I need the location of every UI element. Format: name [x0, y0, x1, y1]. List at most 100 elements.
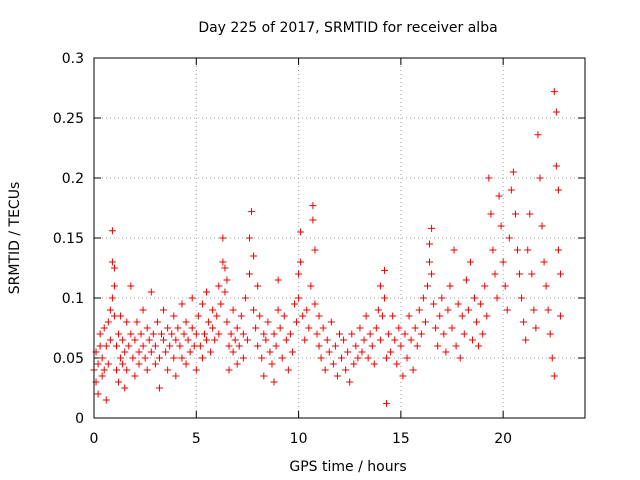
data-point — [262, 336, 270, 344]
data-point — [556, 270, 564, 278]
data-point — [432, 324, 440, 332]
data-point — [403, 354, 411, 362]
data-point — [131, 336, 139, 344]
data-point — [282, 336, 290, 344]
data-point — [530, 306, 538, 314]
data-point — [325, 348, 333, 356]
data-point — [340, 336, 348, 344]
x-tick-label: 20 — [494, 431, 512, 447]
y-tick-label: 0.1 — [62, 291, 84, 307]
data-point — [245, 270, 253, 278]
data-point — [280, 312, 288, 320]
data-point — [505, 234, 513, 242]
data-point — [135, 348, 143, 356]
data-point — [534, 131, 542, 139]
data-point — [188, 324, 196, 332]
data-point — [440, 330, 448, 338]
data-point — [444, 306, 452, 314]
data-point — [117, 354, 125, 362]
data-point — [127, 330, 135, 338]
data-point — [446, 282, 454, 290]
data-point — [389, 312, 397, 320]
data-point — [399, 372, 407, 380]
data-point — [454, 300, 462, 308]
data-point — [329, 360, 337, 368]
data-point — [221, 264, 229, 272]
data-point — [315, 312, 323, 320]
data-point — [172, 372, 180, 380]
data-point — [194, 312, 202, 320]
data-point — [151, 360, 159, 368]
data-point — [475, 342, 483, 350]
data-point — [243, 336, 251, 344]
data-points — [90, 88, 564, 408]
data-point — [372, 324, 380, 332]
data-point — [196, 342, 204, 350]
y-tick-label: 0.15 — [53, 231, 84, 247]
data-point — [170, 312, 178, 320]
data-point — [489, 246, 497, 254]
data-point — [182, 318, 190, 326]
chart-title: Day 225 of 2017, SRMTID for receiver alb… — [198, 20, 497, 36]
data-point — [221, 288, 229, 296]
data-point — [452, 342, 460, 350]
data-point — [397, 342, 405, 350]
data-point — [98, 372, 106, 380]
data-point — [248, 208, 256, 216]
data-point — [366, 330, 374, 338]
data-point — [141, 354, 149, 362]
data-point — [108, 294, 116, 302]
data-point — [104, 318, 112, 326]
data-point — [223, 318, 231, 326]
data-point — [311, 246, 319, 254]
data-point — [188, 294, 196, 302]
data-point — [94, 360, 102, 368]
data-point — [317, 354, 325, 362]
data-point — [556, 312, 564, 320]
y-axis-label: SRMTID / TECUs — [7, 182, 23, 295]
data-point — [158, 330, 166, 338]
data-point — [518, 294, 526, 302]
data-point — [293, 318, 301, 326]
data-point — [139, 306, 147, 314]
data-point — [155, 384, 163, 392]
data-point — [295, 294, 303, 302]
data-point — [381, 294, 389, 302]
data-point — [411, 324, 419, 332]
data-point — [211, 336, 219, 344]
data-point — [203, 336, 211, 344]
data-point — [145, 336, 153, 344]
data-point — [376, 336, 384, 344]
data-point — [106, 336, 114, 344]
data-point — [288, 348, 296, 356]
data-point — [497, 222, 505, 230]
data-point — [364, 354, 372, 362]
data-point — [450, 246, 458, 254]
data-point — [176, 342, 184, 350]
data-point — [464, 306, 472, 314]
data-point — [119, 336, 127, 344]
data-point — [430, 300, 438, 308]
data-point — [319, 324, 327, 332]
data-point — [256, 312, 264, 320]
data-point — [301, 336, 309, 344]
data-point — [462, 276, 470, 284]
data-point — [303, 306, 311, 314]
y-tick-label: 0.2 — [62, 171, 84, 187]
data-point — [307, 282, 315, 290]
data-point — [250, 252, 258, 260]
data-point — [368, 342, 376, 350]
data-point — [184, 336, 192, 344]
data-point — [96, 330, 104, 338]
data-point — [96, 342, 104, 350]
data-point — [108, 227, 116, 235]
data-point — [223, 276, 231, 284]
data-point — [327, 318, 335, 326]
data-point — [540, 258, 548, 266]
data-point — [186, 348, 194, 356]
data-point — [299, 312, 307, 320]
data-point — [532, 324, 540, 332]
data-point — [434, 342, 442, 350]
data-point — [117, 312, 125, 320]
data-point — [338, 354, 346, 362]
